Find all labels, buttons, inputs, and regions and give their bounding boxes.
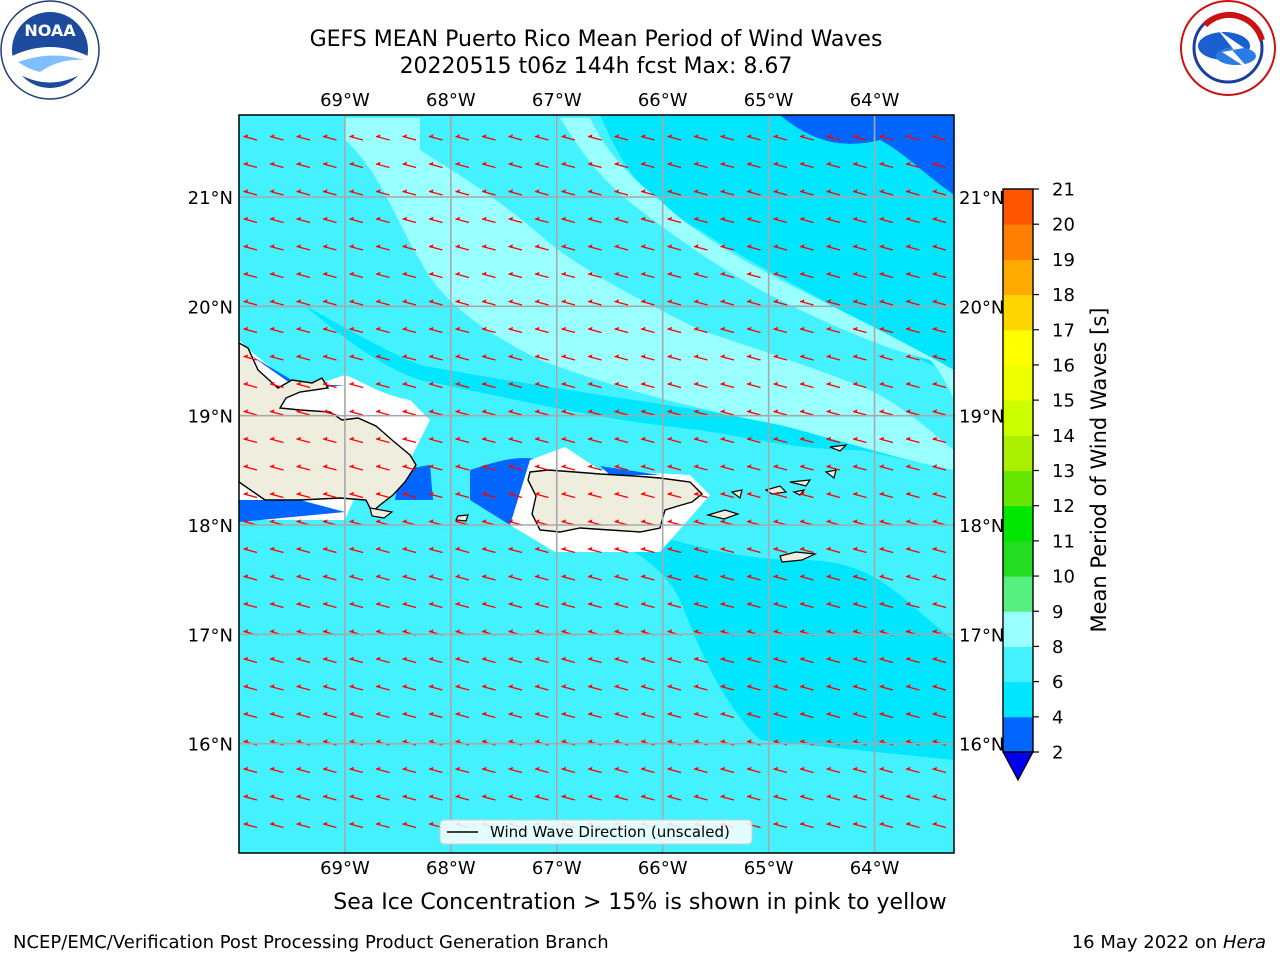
- colorbar-swatch: [1003, 435, 1033, 471]
- lat-tick-right: 17°N: [959, 625, 1004, 646]
- colorbar-swatch: [1003, 540, 1033, 577]
- lon-tick-bottom: 66°W: [638, 858, 688, 879]
- footer-host: Hera: [1222, 932, 1266, 953]
- lat-tick-right: 16°N: [959, 735, 1004, 756]
- colorbar: 2 4 6 8 9 10 11 12 13 14 15 16 17 18 19 20 21: [1001, 180, 1075, 782]
- sea-ice-caption: Sea Ice Concentration > 15% is shown in …: [333, 890, 947, 915]
- colorbar-tick-label: 18: [1052, 285, 1075, 306]
- colorbar-swatch: [1003, 681, 1033, 718]
- lon-tick-top: 69°W: [320, 90, 370, 111]
- colorbar-tick-label: 12: [1052, 496, 1075, 517]
- period-band-2-4: [780, 115, 954, 195]
- map-gridlines: [239, 115, 954, 853]
- noaa-logo: NOAA: [0, 0, 100, 100]
- colorbar-tick-label: 6: [1052, 672, 1063, 693]
- colorbar-swatch: [1003, 259, 1033, 296]
- colorbar-swatch: [1003, 294, 1033, 331]
- lat-tick-right: 21°N: [959, 188, 1004, 209]
- lon-tick-bottom: 68°W: [426, 858, 476, 879]
- lon-tick-top: 67°W: [532, 90, 582, 111]
- lat-tick-left: 16°N: [188, 735, 233, 756]
- footer-date: 16 May 2022 on Hera: [1072, 932, 1266, 953]
- colorbar-tick-label: 10: [1052, 567, 1075, 588]
- lat-tick-right: 19°N: [959, 407, 1004, 428]
- colorbar-swatch: [1003, 189, 1033, 225]
- lat-tick-left: 21°N: [188, 188, 233, 209]
- lat-tick-left: 18°N: [188, 516, 233, 537]
- lat-tick-right: 20°N: [959, 297, 1004, 318]
- lat-tick-left: 20°N: [188, 297, 233, 318]
- colorbar-swatch: [1003, 400, 1033, 436]
- lon-tick-top: 66°W: [638, 90, 688, 111]
- colorbar-tick-label: 13: [1052, 461, 1075, 482]
- colorbar-tick-label: 15: [1052, 391, 1075, 412]
- wind-wave-arrows: [243, 134, 947, 829]
- map-legend: Wind Wave Direction (unscaled): [439, 819, 753, 845]
- colorbar-tick-label: 14: [1052, 426, 1075, 447]
- land-puerto-rico: [527, 469, 704, 533]
- legend-label: Wind Wave Direction (unscaled): [490, 823, 730, 841]
- lon-tick-bottom: 67°W: [532, 858, 582, 879]
- map-frame: [238, 114, 955, 854]
- nws-logo: [1180, 0, 1276, 96]
- colorbar-swatch: [1003, 329, 1033, 366]
- colorbar-tick-label: 9: [1052, 602, 1063, 623]
- colorbar-swatch: [1003, 646, 1033, 683]
- land-st-croix: [779, 551, 818, 563]
- colorbar-extend-arrow: [1001, 751, 1035, 782]
- colorbar-tick-label: 20: [1052, 215, 1075, 236]
- colorbar-tick-label: 17: [1052, 320, 1075, 341]
- period-band-8-9: [345, 118, 954, 470]
- colorbar-swatch: [1003, 716, 1033, 753]
- colorbar-tick-label: 21: [1052, 180, 1075, 201]
- lon-tick-bottom: 65°W: [744, 858, 794, 879]
- colorbar-tick-label: 16: [1052, 355, 1075, 376]
- colorbar-label: Mean Period of Wind Waves [s]: [1087, 308, 1111, 633]
- colorbar-swatch: [1003, 224, 1033, 260]
- title-line-2: 20220515 t06z 144h fcst Max: 8.67: [399, 54, 793, 79]
- title-line-1: GEFS MEAN Puerto Rico Mean Period of Win…: [309, 27, 883, 52]
- lat-tick-left: 17°N: [188, 625, 233, 646]
- lon-tick-top: 68°W: [426, 90, 476, 111]
- lon-tick-bottom: 69°W: [320, 858, 370, 879]
- colorbar-swatch: [1003, 611, 1033, 647]
- land-vieques: [705, 509, 740, 520]
- colorbar-tick-label: 11: [1052, 531, 1075, 552]
- noaa-logo-text: NOAA: [24, 21, 76, 40]
- lon-tick-top: 64°W: [850, 90, 900, 111]
- colorbar-tick-label: 8: [1052, 637, 1063, 658]
- lon-tick-top: 65°W: [744, 90, 794, 111]
- footer-branch: NCEP/EMC/Verification Post Processing Pr…: [13, 932, 609, 953]
- colorbar-tick-label: 2: [1052, 743, 1063, 764]
- land-mona: [455, 514, 469, 522]
- land-virgin-islands: [764, 485, 788, 495]
- lon-tick-bottom: 64°W: [850, 858, 900, 879]
- period-band-6-8: [239, 250, 954, 640]
- colorbar-tick-label: 19: [1052, 250, 1075, 271]
- lat-tick-right: 18°N: [959, 516, 1004, 537]
- lat-tick-left: 19°N: [188, 407, 233, 428]
- colorbar-swatch: [1003, 576, 1033, 612]
- colorbar-swatch: [1003, 364, 1033, 401]
- footer-date-text: 16 May 2022 on: [1071, 932, 1223, 953]
- colorbar-swatch: [1003, 505, 1033, 542]
- colorbar-tick-label: 4: [1052, 707, 1063, 728]
- colorbar-swatch: [1003, 470, 1033, 507]
